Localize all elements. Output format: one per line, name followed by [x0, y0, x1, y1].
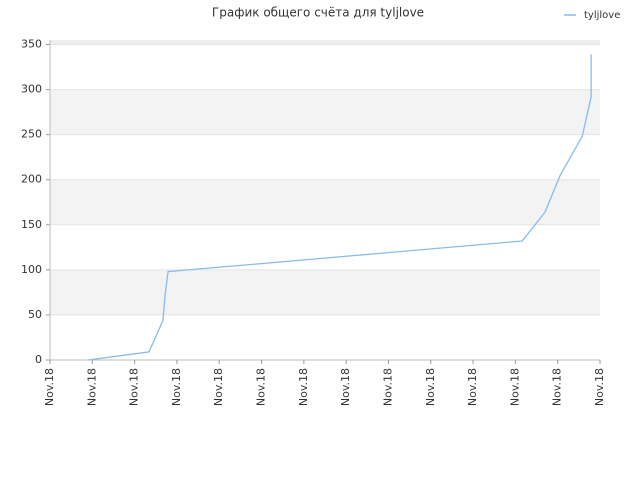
x-tick-label: Nov.18 — [128, 368, 141, 406]
x-tick-label: Nov.18 — [381, 368, 394, 406]
x-tick-label: Nov.18 — [339, 368, 352, 406]
legend-label: tyljlove — [584, 10, 620, 21]
x-tick-label: Nov.18 — [593, 368, 606, 406]
x-tick-label: Nov.18 — [212, 368, 225, 406]
grid-band — [50, 89, 600, 135]
y-tick-label: 100 — [21, 263, 42, 276]
y-tick-label: 200 — [21, 173, 42, 186]
x-tick-label: Nov.18 — [255, 368, 268, 406]
chart-title: График общего счёта для tyljlove — [212, 6, 424, 20]
y-tick-label: 0 — [35, 353, 42, 366]
y-tick-label: 250 — [21, 128, 42, 141]
x-tick-label: Nov.18 — [170, 368, 183, 406]
x-tick-label: Nov.18 — [85, 368, 98, 406]
x-tick-label: Nov.18 — [43, 368, 56, 406]
x-tick-label: Nov.18 — [508, 368, 521, 406]
y-tick-label: 300 — [21, 83, 42, 96]
grid-band — [50, 269, 600, 315]
y-tick-label: 150 — [21, 218, 42, 231]
grid-band — [50, 179, 600, 225]
y-tick-label: 350 — [21, 38, 42, 51]
x-tick-label: Nov.18 — [297, 368, 310, 406]
x-tick-label: Nov.18 — [424, 368, 437, 406]
y-tick-label: 50 — [28, 308, 42, 321]
x-tick-label: Nov.18 — [551, 368, 564, 406]
x-tick-label: Nov.18 — [466, 368, 479, 406]
series-line — [87, 54, 592, 361]
